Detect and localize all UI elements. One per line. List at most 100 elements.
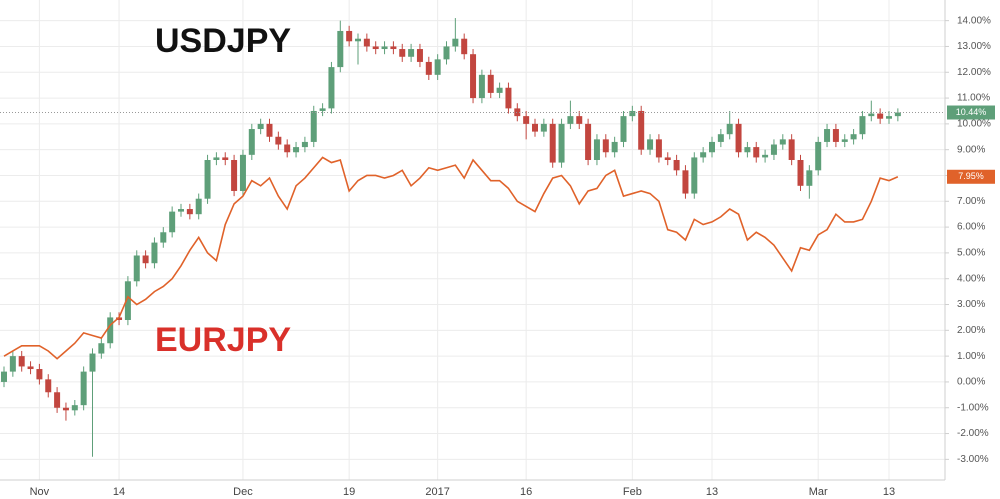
candle-body <box>514 108 521 117</box>
y-tick-label: 6.00% <box>957 222 985 233</box>
candle-body <box>169 211 176 233</box>
candle-body <box>266 123 273 137</box>
candle-body <box>293 147 300 153</box>
candle-body <box>593 139 600 160</box>
candle-body <box>45 379 52 393</box>
candle-body <box>832 129 839 142</box>
candle-body <box>673 160 680 171</box>
candle-body <box>80 371 87 406</box>
y-tick-label: 11.00% <box>957 93 990 104</box>
candle-body <box>470 54 477 99</box>
candle-body <box>124 281 131 320</box>
candle-body <box>27 366 34 370</box>
candle-body <box>709 141 715 153</box>
candle-body <box>107 317 114 344</box>
candle-body <box>222 157 229 160</box>
candle-body <box>549 123 556 163</box>
candle-body <box>638 110 645 150</box>
candle-body <box>532 123 538 132</box>
candle-body <box>142 255 149 264</box>
candle-body <box>231 160 238 191</box>
candle-body <box>310 110 317 142</box>
candle-body <box>381 46 388 50</box>
candle-body <box>682 170 689 194</box>
y-tick-label: -1.00% <box>957 402 989 413</box>
candle-body <box>62 407 69 411</box>
x-tick-label: 16 <box>520 486 532 498</box>
candle-body <box>886 116 892 119</box>
series-label: EURJPY <box>155 321 291 359</box>
candle-body <box>151 242 158 264</box>
candle-body <box>363 38 370 47</box>
candle-body <box>655 139 662 158</box>
candle-body <box>647 139 654 150</box>
y-tick-label: 10.00% <box>957 119 991 130</box>
y-tick-label: 9.00% <box>957 144 985 155</box>
candle-body <box>602 139 609 153</box>
x-tick-label: Feb <box>623 486 642 498</box>
candle-body <box>726 123 733 135</box>
y-tick-label: 5.00% <box>957 248 985 259</box>
candle-body <box>585 123 592 160</box>
candle-body <box>9 356 16 372</box>
candle-body <box>806 170 813 186</box>
candle-body <box>257 123 264 130</box>
candle-body <box>204 160 211 199</box>
x-tick-label: Nov <box>30 486 50 498</box>
series-label: USDJPY <box>155 22 291 60</box>
candle-body <box>178 209 184 212</box>
x-tick-label: Dec <box>233 486 253 498</box>
candle-body <box>523 116 530 124</box>
candle-body <box>337 30 344 68</box>
candle-body <box>54 392 61 408</box>
y-tick-label: 3.00% <box>957 299 985 310</box>
candle-body <box>815 141 822 171</box>
candle-body <box>275 136 282 145</box>
candle-body <box>18 356 25 367</box>
candle-body <box>558 123 565 163</box>
candle-body <box>894 112 901 117</box>
candle-body <box>788 139 795 160</box>
candle-body <box>1 371 7 382</box>
candle-body <box>116 317 123 320</box>
candle-body <box>248 129 255 155</box>
candle-body <box>461 38 468 55</box>
candle-body <box>700 152 707 158</box>
candle-body <box>868 113 875 117</box>
candle-body <box>160 232 167 243</box>
candle-body <box>797 160 804 186</box>
candle-body <box>850 134 857 140</box>
candle-body <box>505 87 512 109</box>
x-tick-label: 13 <box>706 486 718 498</box>
last-value-box <box>947 169 995 184</box>
y-tick-label: 13.00% <box>957 41 991 52</box>
x-tick-label: 19 <box>343 486 355 498</box>
candle-body <box>390 46 397 50</box>
candle-body <box>328 67 335 109</box>
candle-body <box>496 87 503 93</box>
candle-body <box>36 369 43 380</box>
candle-body <box>841 139 848 142</box>
candle-body <box>434 59 441 75</box>
x-tick-label: Mar <box>809 486 828 498</box>
candle-body <box>355 38 361 42</box>
candle-body <box>89 353 96 372</box>
x-tick-label: 2017 <box>425 486 449 498</box>
y-tick-label: 7.00% <box>957 196 985 207</box>
candle-body <box>239 154 246 191</box>
candle-body <box>735 123 742 153</box>
candle-body <box>478 74 485 99</box>
candle-body <box>762 154 769 158</box>
x-tick-label: 13 <box>883 486 895 498</box>
candle-body <box>71 405 78 411</box>
y-tick-label: 12.00% <box>957 67 991 78</box>
candle-body <box>744 147 751 153</box>
candle-body <box>284 144 291 153</box>
candle-body <box>98 343 105 354</box>
candle-body <box>770 144 777 155</box>
candle-body <box>346 30 353 42</box>
y-tick-label: -2.00% <box>957 428 989 439</box>
candle-body <box>319 108 326 111</box>
candle-body <box>877 113 884 119</box>
